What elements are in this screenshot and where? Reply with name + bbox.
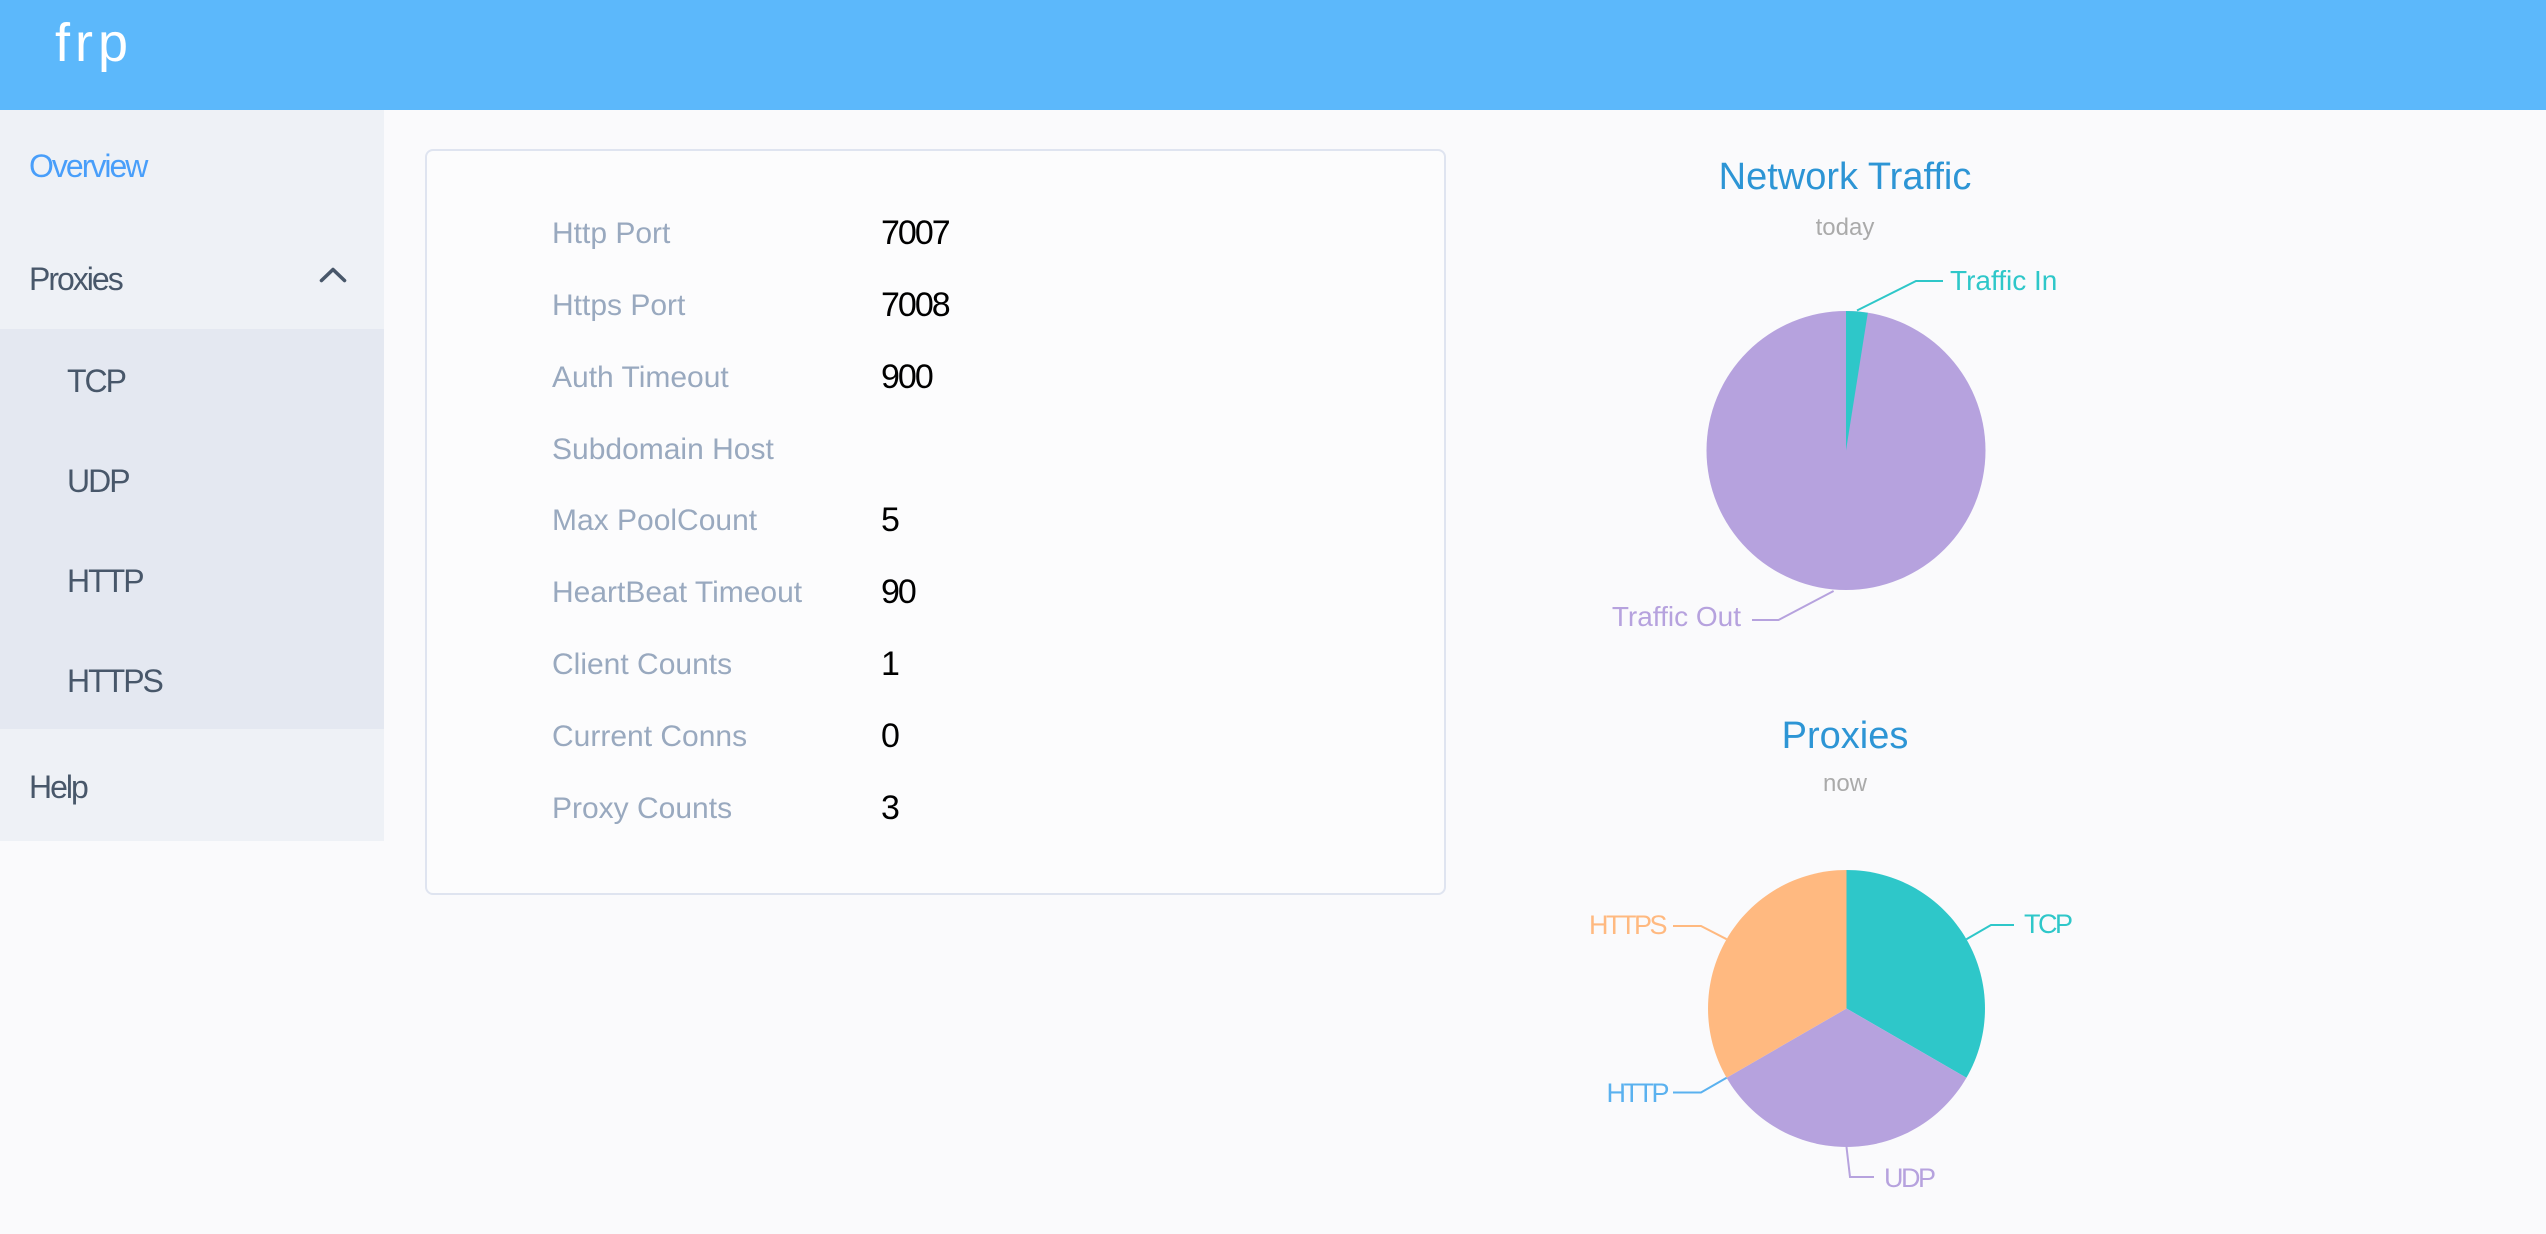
- svg-text:HTTPS: HTTPS: [1589, 910, 1666, 940]
- svg-text:Traffic Out: Traffic Out: [1612, 601, 1741, 632]
- svg-text:now: now: [1823, 770, 1868, 797]
- svg-text:HTTP: HTTP: [1607, 1078, 1669, 1108]
- svg-text:Network Traffic: Network Traffic: [1719, 156, 1972, 198]
- svg-text:Traffic In: Traffic In: [1950, 265, 2057, 296]
- svg-text:TCP: TCP: [2024, 909, 2072, 939]
- svg-text:Proxies: Proxies: [1782, 715, 1909, 757]
- svg-text:UDP: UDP: [1884, 1163, 1935, 1193]
- svg-text:today: today: [1816, 214, 1875, 241]
